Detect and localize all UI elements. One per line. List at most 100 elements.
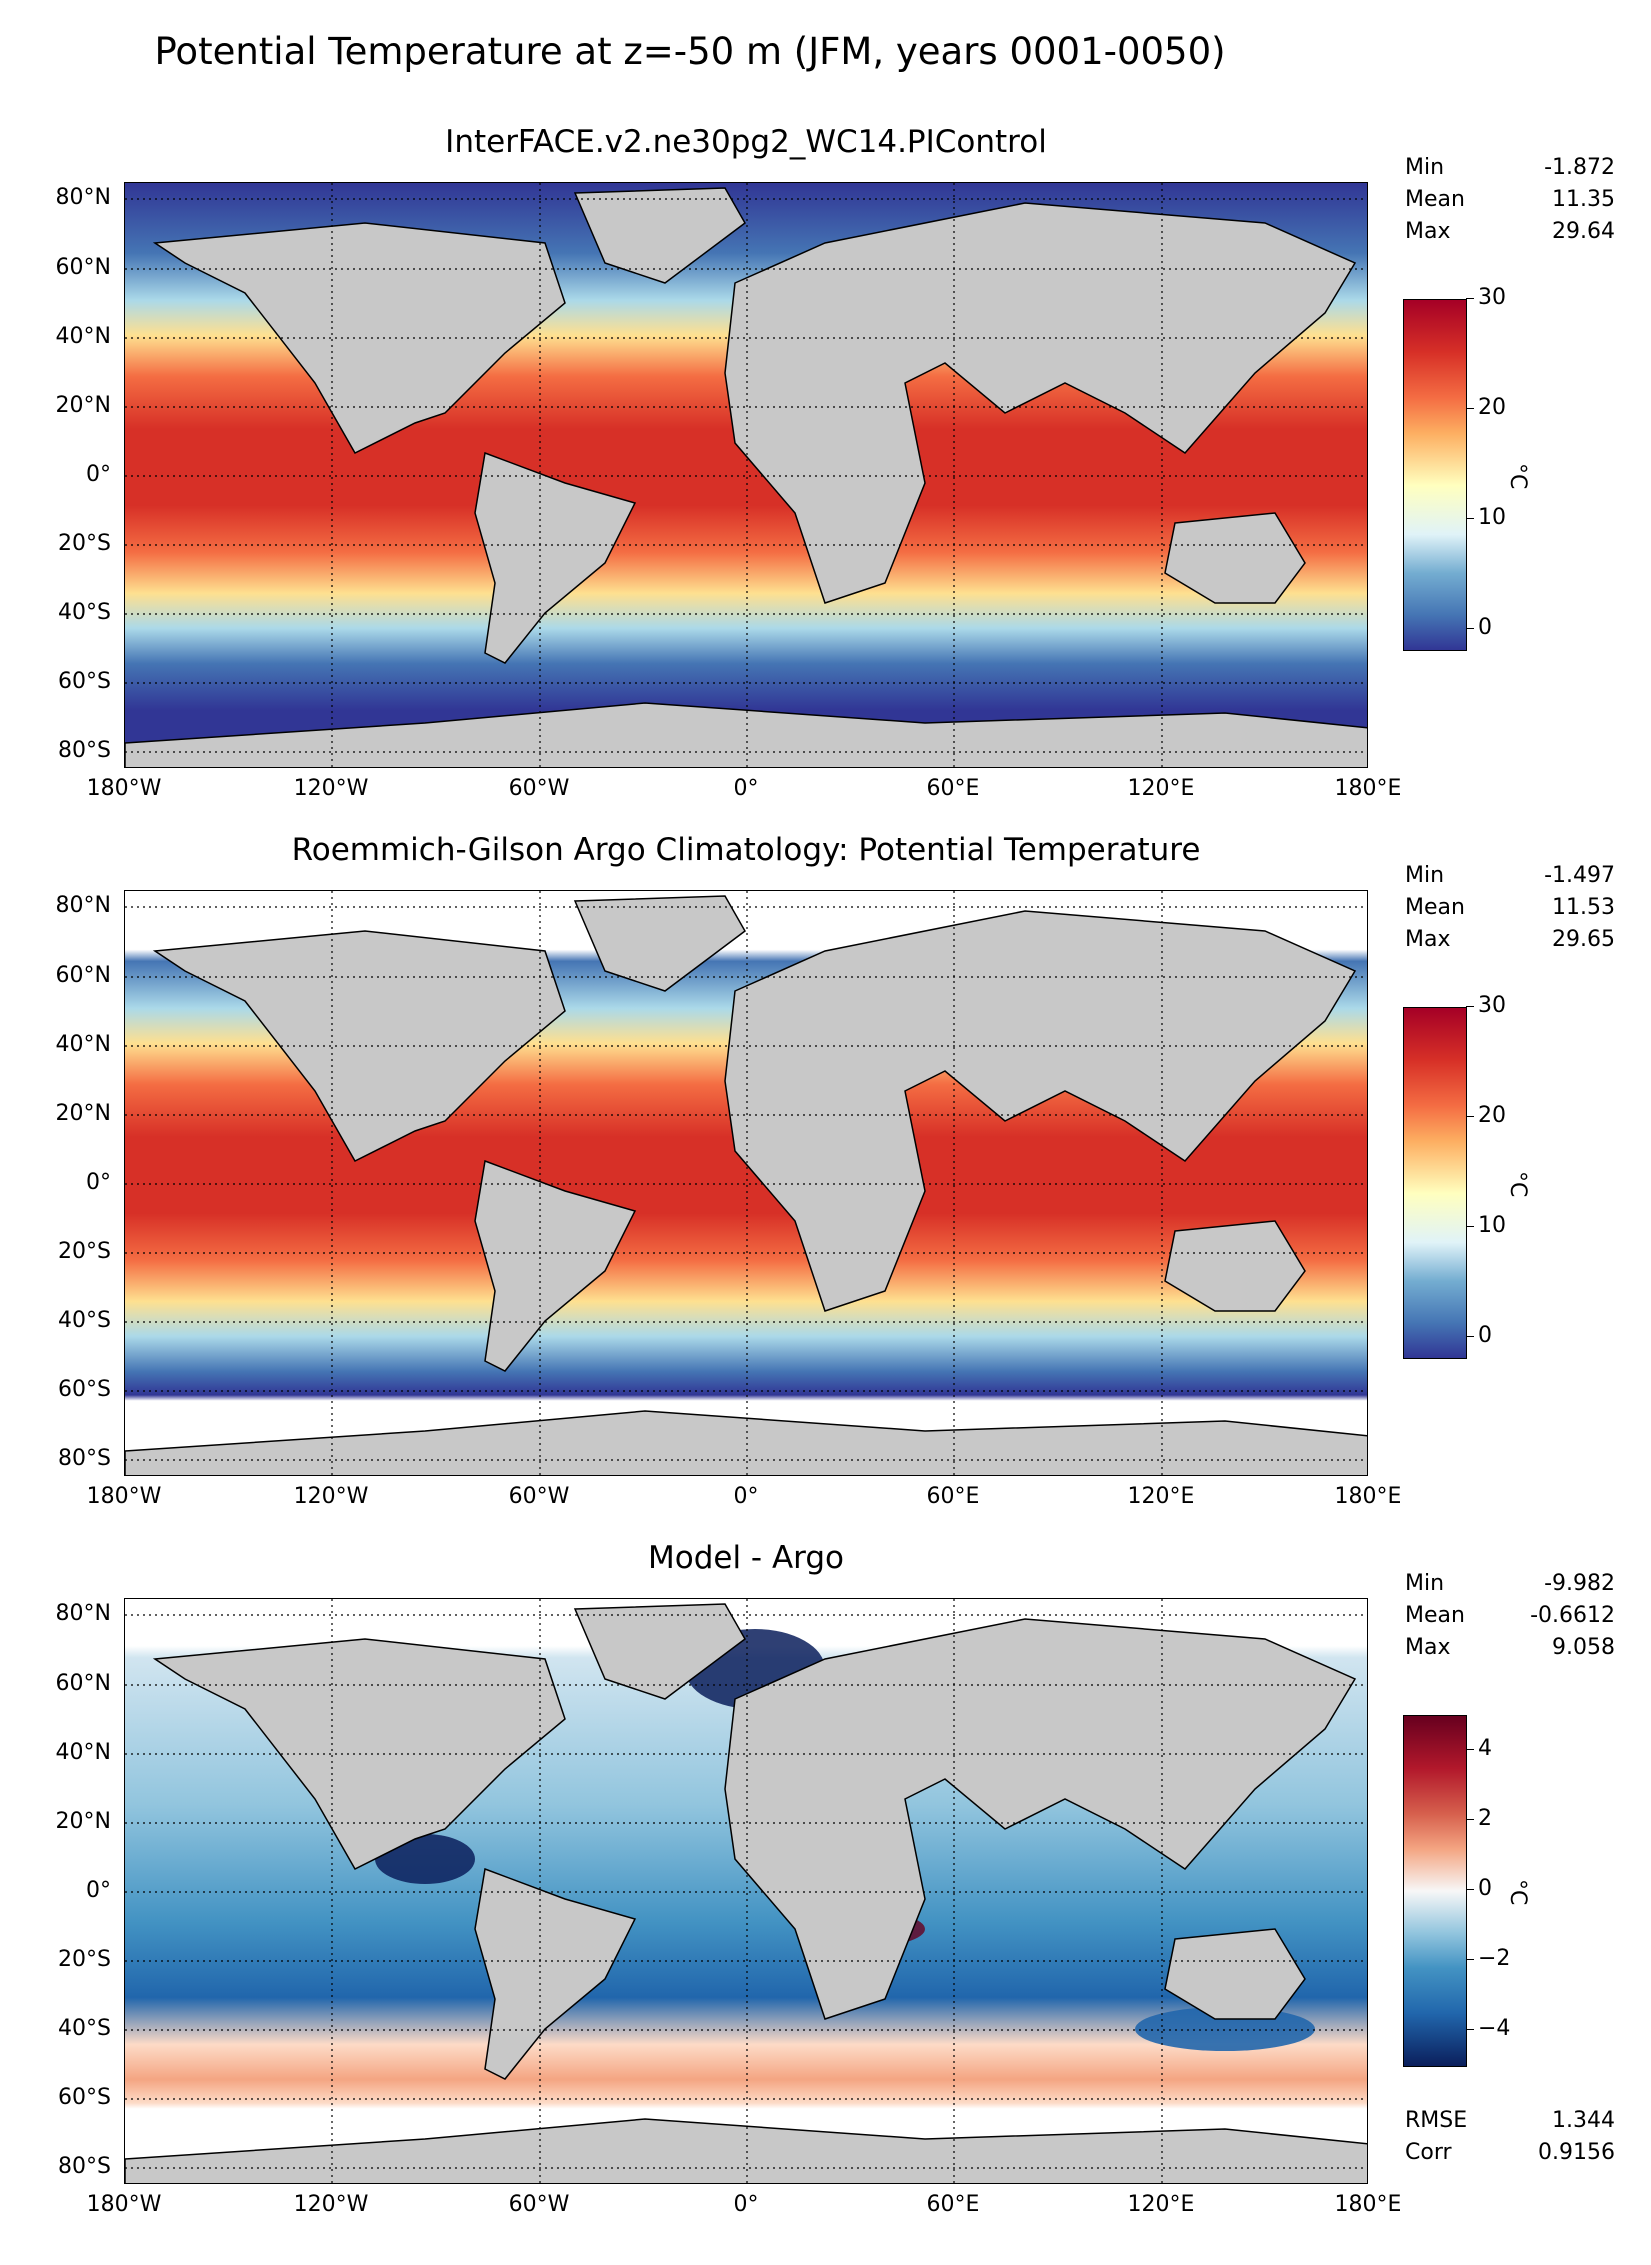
colorbar-tick: 20	[1466, 395, 1506, 420]
lon-tick-label: 120°W	[293, 2192, 369, 2217]
lon-tick-label: 60°W	[508, 776, 570, 801]
land-australia	[1164, 512, 1306, 604]
lon-tick-label: 180°W	[86, 2192, 162, 2217]
stat-label: Max	[1405, 927, 1451, 952]
lon-tick-label: 0°	[733, 2192, 759, 2217]
lat-tick-label: 40°N	[55, 1032, 111, 1057]
lon-tick-label: 60°W	[508, 1484, 570, 1509]
colorbar-tick: 10	[1466, 505, 1506, 530]
lon-tick-label: 180°E	[1334, 1484, 1402, 1509]
stat-label: Mean	[1405, 187, 1465, 212]
panel-title: InterFACE.v2.ne30pg2_WC14.PIControl	[445, 124, 1047, 160]
map-model-svg	[125, 183, 1367, 767]
stat-value: 9.058	[1552, 1635, 1615, 1660]
lat-tick-label: 80°N	[55, 893, 111, 918]
colorbar-tick: −2	[1465, 1946, 1511, 1971]
colorbar-tick: 0	[1466, 1323, 1492, 1348]
lon-tick-label: 120°E	[1127, 2192, 1195, 2217]
land-south-america	[474, 1867, 637, 2080]
stat-value: 29.65	[1552, 927, 1615, 952]
stats-box: Min -9.982 Mean -0.6612 Max 9.058	[1405, 1568, 1615, 1664]
lon-tick-label: 180°E	[1334, 776, 1402, 801]
colorbar-tick: 4	[1466, 1736, 1492, 1761]
lon-tick-label: 180°W	[86, 1484, 162, 1509]
lon-tick-label: 60°E	[926, 776, 980, 801]
land-antarctica	[125, 1410, 1367, 1475]
lat-tick-label: 60°S	[58, 2085, 111, 2110]
colorbar-tick: 0	[1466, 1876, 1492, 1901]
stat-value: 0.9156	[1538, 2140, 1615, 2165]
land-australia	[1164, 1928, 1306, 2020]
lon-tick-label: 60°W	[508, 2192, 570, 2217]
lat-tick-label: 0°	[86, 1878, 111, 1903]
colorbar-tick: 2	[1466, 1806, 1492, 1831]
land-greenland	[573, 187, 746, 284]
panel-title: Roemmich-Gilson Argo Climatology: Potent…	[291, 832, 1201, 868]
map-difference-svg	[125, 1599, 1367, 2183]
stat-label: Min	[1405, 863, 1445, 888]
colorbar-tick: 30	[1466, 993, 1506, 1018]
lat-tick-label: 20°N	[55, 393, 111, 418]
colorbar-label: °C	[1505, 1879, 1530, 1906]
lon-tick-label: 120°W	[293, 1484, 369, 1509]
colorbar-tick: 0	[1466, 615, 1492, 640]
colorbar-tick: 20	[1466, 1103, 1506, 1128]
colorbar	[1403, 1715, 1467, 2067]
stat-label: Min	[1405, 1571, 1445, 1596]
lat-tick-label: 80°S	[58, 1446, 111, 1471]
lat-tick-label: 80°N	[55, 185, 111, 210]
colorbar-tick: 10	[1466, 1213, 1506, 1238]
lat-tick-label: 80°S	[58, 2154, 111, 2179]
gridlines	[125, 891, 1367, 1475]
stat-value: -9.982	[1544, 1571, 1615, 1596]
lat-tick-label: 60°N	[55, 963, 111, 988]
lat-tick-label: 20°S	[58, 531, 111, 556]
lat-tick-label: 60°N	[55, 1671, 111, 1696]
colorbar-tick: 30	[1466, 285, 1506, 310]
colorbar	[1403, 1007, 1467, 1359]
lon-tick-label: 120°W	[293, 776, 369, 801]
stats-box-extra: RMSE 1.344 Corr 0.9156	[1405, 2105, 1615, 2169]
stat-label: Mean	[1405, 895, 1465, 920]
map-argo	[124, 890, 1368, 1476]
lat-tick-label: 60°S	[58, 1377, 111, 1402]
lat-tick-label: 40°S	[58, 600, 111, 625]
stats-box: Min -1.497 Mean 11.53 Max 29.65	[1405, 860, 1615, 956]
stat-label: Mean	[1405, 1603, 1465, 1628]
lon-tick-label: 60°E	[926, 1484, 980, 1509]
stat-value: 1.344	[1552, 2108, 1615, 2133]
lat-tick-label: 20°N	[55, 1809, 111, 1834]
lat-tick-label: 0°	[86, 462, 111, 487]
stat-value: 11.53	[1552, 895, 1615, 920]
land-eurasia-africa	[724, 1618, 1357, 2020]
stat-value: 29.64	[1552, 219, 1615, 244]
stat-value: 11.35	[1552, 187, 1615, 212]
land-greenland	[573, 895, 746, 992]
lat-tick-label: 40°N	[55, 1740, 111, 1765]
lon-tick-label: 120°E	[1127, 1484, 1195, 1509]
land-australia	[1164, 1220, 1306, 1312]
lat-tick-label: 80°N	[55, 1601, 111, 1626]
land-eurasia-africa	[724, 910, 1357, 1312]
lon-tick-label: 0°	[733, 776, 759, 801]
gridlines	[125, 1599, 1367, 2183]
land-greenland	[573, 1603, 746, 1700]
gridlines	[125, 183, 1367, 767]
lon-tick-label: 180°E	[1334, 2192, 1402, 2217]
lat-tick-label: 20°S	[58, 1239, 111, 1264]
map-model	[124, 182, 1368, 768]
stat-label: RMSE	[1405, 2108, 1468, 2133]
lat-tick-label: 60°N	[55, 255, 111, 280]
stat-label: Corr	[1405, 2140, 1452, 2165]
stat-label: Max	[1405, 1635, 1451, 1660]
lat-tick-label: 60°S	[58, 669, 111, 694]
colorbar	[1403, 299, 1467, 651]
stat-value: -0.6612	[1530, 1603, 1615, 1628]
stats-box: Min -1.872 Mean 11.35 Max 29.64	[1405, 152, 1615, 248]
land-eurasia-africa	[724, 202, 1357, 604]
colorbar-label: °C	[1505, 1171, 1530, 1198]
lat-tick-label: 40°N	[55, 324, 111, 349]
figure-title: Potential Temperature at z=-50 m (JFM, y…	[154, 30, 1226, 73]
stat-value: -1.872	[1544, 155, 1615, 180]
colorbar-tick: −4	[1465, 2016, 1511, 2041]
